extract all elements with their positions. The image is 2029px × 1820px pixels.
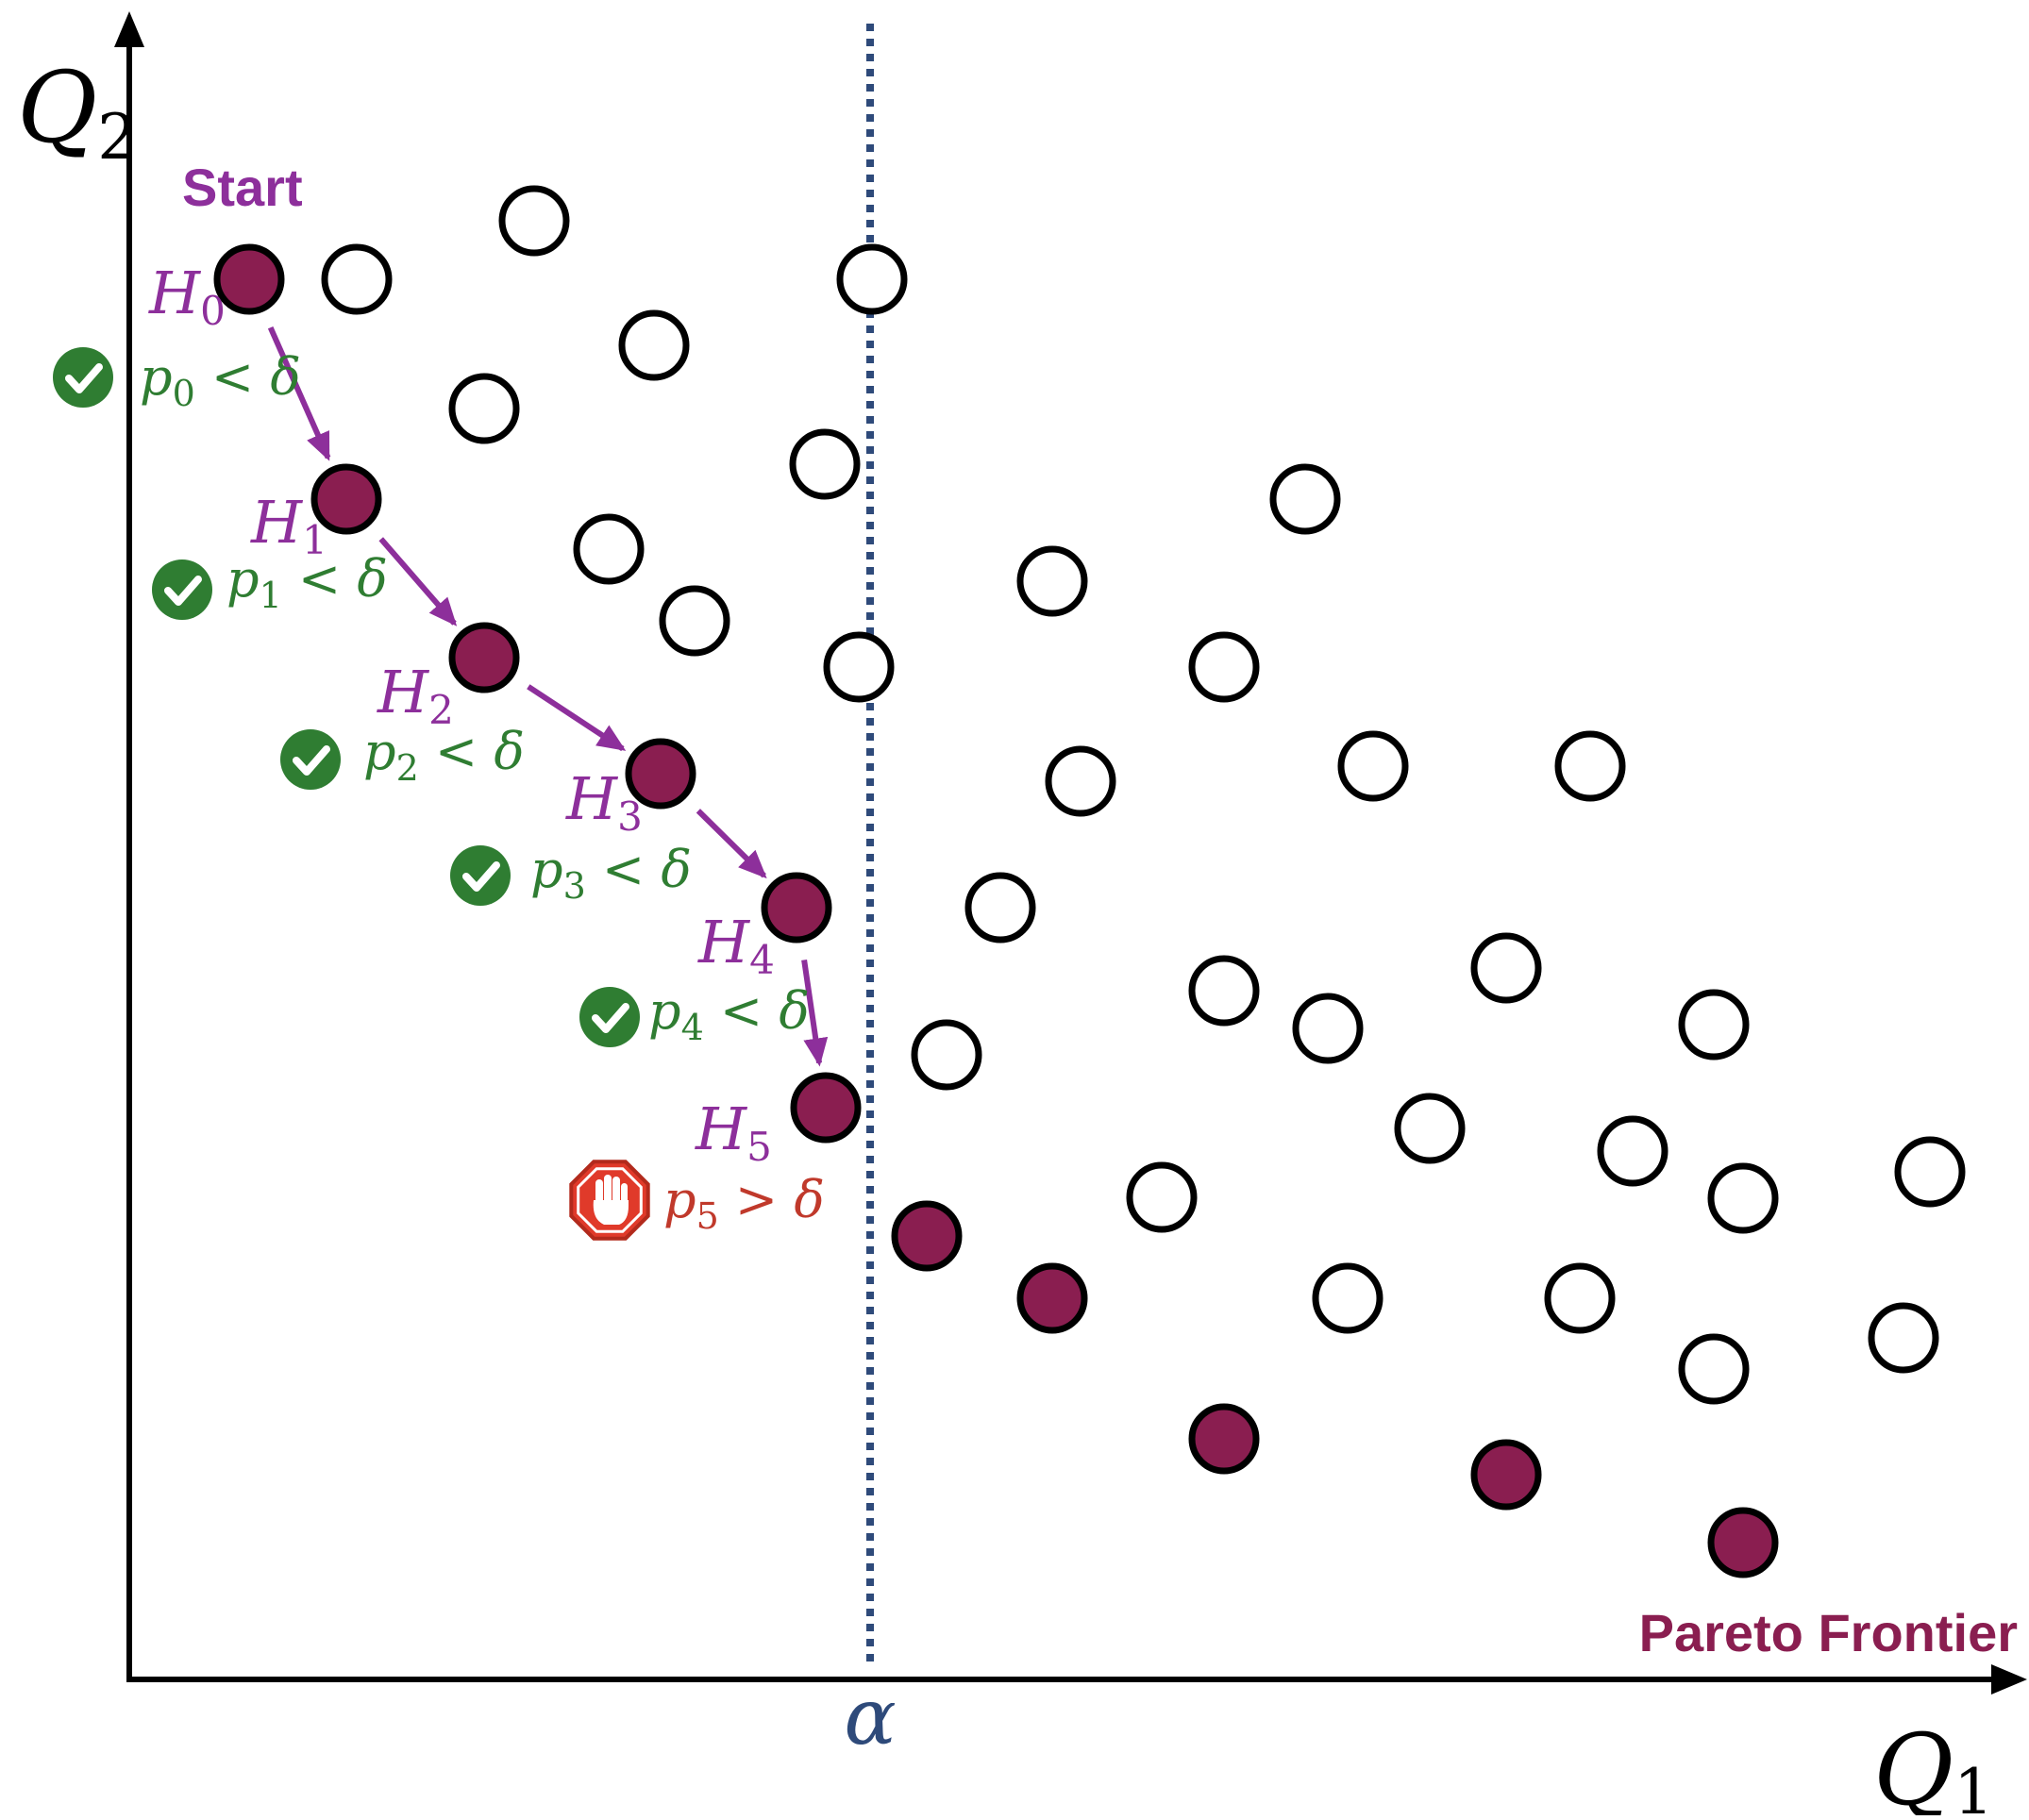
hypothesis-point-0 (213, 243, 285, 315)
path-arrow-3-to-4 (696, 809, 767, 879)
x-axis-label-sub: 1 (1954, 1756, 1993, 1815)
candidate-point-15 (1045, 745, 1116, 817)
candidate-point-13 (1337, 730, 1409, 802)
hypothesis-point-3 (625, 738, 696, 810)
candidate-point-1 (321, 243, 393, 315)
hypothesis-label-1: H1 (250, 488, 327, 563)
test-result-5: p5 > δ (663, 1170, 825, 1237)
candidate-point-14 (1554, 730, 1626, 802)
candidate-point-23 (1597, 1115, 1668, 1187)
test-result-3: p3 < δ (530, 840, 692, 907)
candidate-point-30 (1678, 1333, 1750, 1405)
test-result-4: p4 < δ (648, 981, 810, 1048)
pareto-point-10 (1470, 1439, 1542, 1511)
candidate-point-27 (1312, 1262, 1383, 1334)
pareto-point-11 (1707, 1507, 1779, 1578)
other-points-layer (321, 185, 1966, 1405)
hypothesis-point-1 (310, 463, 382, 535)
candidate-point-9 (823, 631, 895, 703)
hypothesis-label-4: H4 (697, 908, 775, 983)
candidate-point-8 (659, 585, 730, 657)
test-result-0: p0 < δ (140, 347, 301, 414)
y-axis-label-sub: 2 (97, 101, 137, 174)
test-result-2: p2 < δ (363, 722, 525, 789)
candidate-point-29 (1868, 1302, 1939, 1374)
candidate-point-3 (836, 243, 908, 315)
threshold-label: α (844, 1673, 896, 1762)
path-arrows-layer (267, 326, 829, 1067)
check-circle-icon (152, 559, 212, 620)
candidate-point-21 (911, 1019, 982, 1091)
candidate-point-16 (964, 872, 1036, 943)
candidate-point-11 (1016, 545, 1088, 617)
candidate-point-24 (1707, 1162, 1779, 1234)
candidate-point-19 (1292, 993, 1364, 1064)
candidate-point-12 (1188, 631, 1260, 703)
hypothesis-label-0: H0 (148, 259, 226, 334)
candidate-point-7 (573, 513, 645, 585)
check-circle-icon (280, 729, 341, 790)
y-axis-label: Q2 (17, 50, 137, 174)
candidate-point-5 (448, 373, 520, 444)
frontier-points-layer (213, 243, 1779, 1578)
y-axis-arrowhead (114, 11, 144, 47)
hypothesis-point-5 (790, 1072, 862, 1144)
candidate-point-10 (1269, 463, 1341, 535)
hypothesis-label-5: H5 (695, 1094, 772, 1170)
candidate-point-17 (1470, 932, 1542, 1004)
hypothesis-point-4 (761, 872, 832, 943)
candidate-point-26 (1126, 1161, 1198, 1233)
candidate-point-28 (1544, 1262, 1616, 1334)
test-result-1: p1 < δ (226, 549, 388, 616)
pareto-frontier-label: Pareto Frontier (1639, 1603, 2018, 1662)
candidate-point-20 (1678, 989, 1750, 1060)
candidate-point-4 (618, 309, 690, 381)
candidate-point-22 (1394, 1093, 1466, 1164)
check-circle-icon (53, 347, 113, 408)
candidate-point-2 (498, 185, 570, 257)
x-axis-arrowhead (1991, 1664, 2027, 1695)
check-circle-icon (450, 845, 511, 906)
path-arrow-2-to-3 (527, 684, 627, 752)
check-circle-icon (579, 987, 640, 1047)
path-arrow-4-to-5 (801, 959, 829, 1067)
path-arrow-0-to-1 (267, 326, 331, 461)
pareto-point-9 (1188, 1403, 1260, 1475)
stop-hand-icon (569, 1160, 650, 1241)
pareto-point-7 (891, 1200, 963, 1272)
pareto-point-8 (1016, 1262, 1088, 1334)
candidate-point-25 (1894, 1136, 1966, 1208)
hypothesis-point-2 (448, 622, 520, 693)
hypothesis-label-2: H2 (377, 658, 454, 733)
x-axis-label: Q1 (1873, 1712, 1993, 1815)
candidate-point-18 (1188, 955, 1260, 1027)
candidate-point-6 (789, 428, 861, 500)
start-label: Start (182, 158, 303, 217)
path-arrow-1-to-2 (378, 537, 458, 626)
hypothesis-label-3: H3 (565, 764, 643, 840)
